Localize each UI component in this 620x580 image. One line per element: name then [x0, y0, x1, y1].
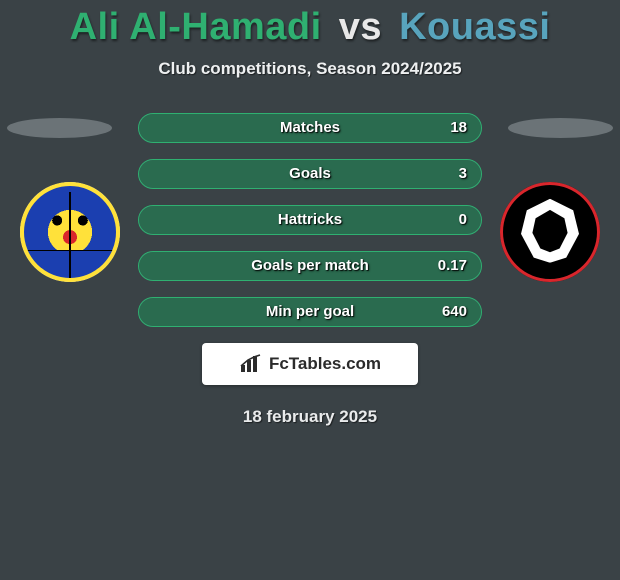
club-badge-right — [500, 182, 600, 282]
stat-row: Goals 3 — [138, 159, 482, 189]
stat-value: 18 — [450, 114, 467, 142]
afc-wimbledon-crest-icon — [20, 182, 120, 282]
stat-label: Goals per match — [139, 252, 481, 280]
salford-city-crest-icon — [500, 182, 600, 282]
shadow-ellipse-right-icon — [508, 118, 613, 138]
stat-value: 0 — [459, 206, 467, 234]
stat-row: Hattricks 0 — [138, 205, 482, 235]
player1-name: Ali Al-Hamadi — [70, 6, 322, 48]
brand-text: FcTables.com — [269, 354, 381, 374]
stat-label: Matches — [139, 114, 481, 142]
footer-date: 18 february 2025 — [0, 407, 620, 427]
stat-value: 3 — [459, 160, 467, 188]
stat-row: Min per goal 640 — [138, 297, 482, 327]
player2-name: Kouassi — [399, 6, 550, 48]
brand-box: FcTables.com — [202, 343, 418, 385]
stat-label: Min per goal — [139, 298, 481, 326]
stat-row: Goals per match 0.17 — [138, 251, 482, 281]
vs-text: vs — [333, 6, 388, 48]
stat-value: 640 — [442, 298, 467, 326]
bar-chart-icon — [239, 354, 263, 374]
shadow-ellipse-left-icon — [7, 118, 112, 138]
comparison-arena: Matches 18 Goals 3 Hattricks 0 Goals per… — [0, 113, 620, 427]
stat-value: 0.17 — [438, 252, 467, 280]
club-badge-left — [20, 182, 120, 282]
stat-label: Goals — [139, 160, 481, 188]
stat-label: Hattricks — [139, 206, 481, 234]
subtitle: Club competitions, Season 2024/2025 — [0, 59, 620, 79]
stat-row: Matches 18 — [138, 113, 482, 143]
stat-rows: Matches 18 Goals 3 Hattricks 0 Goals per… — [138, 113, 482, 327]
page-title: Ali Al-Hamadi vs Kouassi — [0, 0, 620, 49]
